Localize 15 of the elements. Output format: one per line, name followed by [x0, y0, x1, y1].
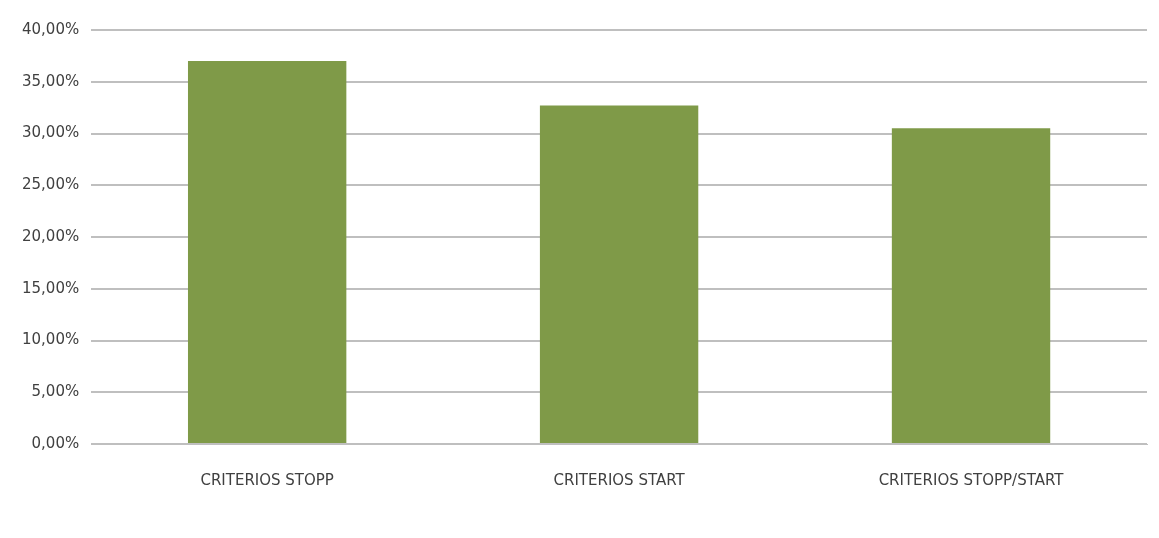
bar [539, 105, 699, 443]
x-tick-label: CRITERIOS STOPP [200, 470, 334, 489]
y-tick-label: 35,00% [21, 71, 80, 90]
bar [187, 61, 347, 443]
x-tick-label: CRITERIOS STOPP/START [878, 470, 1065, 489]
y-tick-label: 40,00% [21, 19, 80, 38]
y-tick-label: 5,00% [31, 382, 80, 401]
bar [891, 128, 1051, 443]
y-tick-label: 10,00% [21, 330, 80, 349]
y-tick-label: 20,00% [21, 226, 80, 245]
y-tick-label: 25,00% [21, 175, 80, 194]
x-tick-label: CRITERIOS START [553, 470, 686, 489]
y-tick-label: 0,00% [31, 433, 80, 452]
y-tick-label: 30,00% [21, 123, 80, 142]
y-tick-label: 15,00% [21, 278, 80, 297]
